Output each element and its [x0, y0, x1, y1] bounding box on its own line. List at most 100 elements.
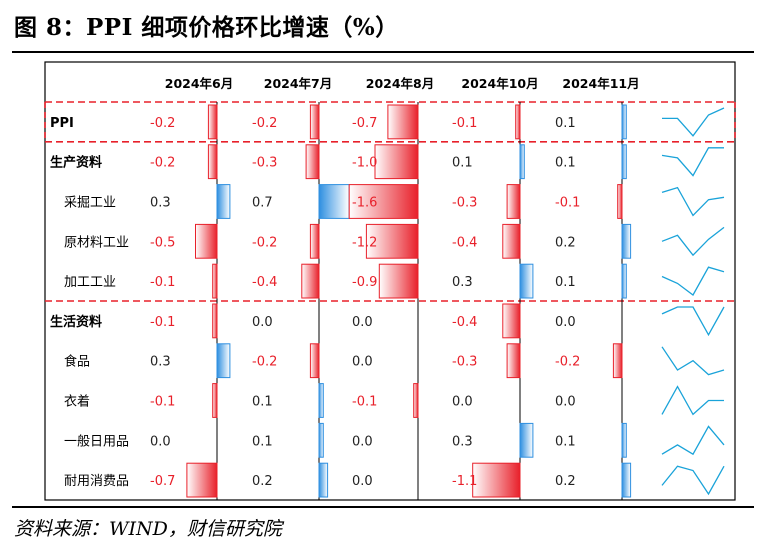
cell-value: -1.6: [352, 196, 377, 211]
cell-value: -0.1: [555, 196, 580, 211]
data-bar: [621, 104, 627, 140]
cell-value: 0.1: [555, 434, 576, 449]
data-bar: [502, 303, 521, 339]
row-label: 耐用消费品: [64, 474, 129, 489]
cell-value: -0.2: [252, 235, 277, 250]
cell-value: 0.0: [352, 474, 373, 489]
cell-value: -0.7: [352, 116, 377, 131]
cell-value: 0.0: [150, 434, 171, 449]
table-row: 耐用消费品 -0.7 0.2 0.0 -1.1 0.2: [64, 462, 725, 498]
cell-value: -0.2: [252, 116, 277, 131]
cell-value: 0.1: [555, 116, 576, 131]
row-label: 衣着: [64, 394, 90, 410]
cell-value: 0.0: [555, 395, 576, 410]
sparkline: [661, 306, 725, 337]
data-bar: [318, 184, 350, 219]
column-header: 2024年6月: [165, 76, 234, 91]
cell-value: 0.0: [352, 315, 373, 330]
column-header: 2024年11月: [562, 76, 639, 91]
data-bar: [207, 144, 218, 180]
cell-value: 0.0: [555, 315, 576, 330]
cell-value: 0.0: [252, 315, 273, 330]
cell-value: 0.2: [555, 474, 576, 489]
data-bar: [612, 343, 623, 379]
table-row: 衣着 -0.1 0.1 -0.1 0.0 0.0: [64, 383, 724, 418]
cell-value: 0.2: [555, 235, 576, 250]
table-row: 采掘工业 0.3 0.7 -1.6 -0.3 -0.1: [64, 184, 725, 219]
data-bar: [309, 343, 320, 379]
table-row: 原材料工业 -0.5 -0.2 -1.2 -0.4 0.2: [64, 223, 725, 259]
data-bar: [519, 422, 534, 458]
data-bar: [378, 263, 419, 299]
cell-value: -0.2: [150, 156, 175, 171]
data-bar: [309, 223, 320, 259]
cell-value: -0.1: [150, 275, 175, 290]
data-bar: [374, 144, 419, 180]
sparkline: [661, 226, 725, 257]
row-label: 食品: [64, 354, 90, 370]
data-bar: [318, 422, 324, 458]
cell-value: -0.4: [452, 235, 477, 250]
data-bar: [195, 223, 218, 259]
cell-value: -0.2: [555, 355, 580, 370]
row-label: 一般日用品: [64, 433, 129, 449]
data-bar: [621, 422, 627, 458]
data-bar: [621, 144, 627, 180]
data-bar: [621, 223, 632, 259]
cell-value: -1.2: [352, 235, 377, 250]
data-bar: [301, 263, 320, 299]
data-bar: [212, 263, 218, 299]
sparkline: [661, 385, 724, 416]
cell-value: 0.3: [452, 434, 473, 449]
data-bar: [305, 144, 320, 180]
cell-value: -0.1: [150, 395, 175, 410]
cell-value: 0.1: [252, 395, 273, 410]
sparkline: [661, 465, 725, 496]
cell-value: -0.9: [352, 275, 377, 290]
data-bar: [212, 303, 218, 339]
cell-value: 0.3: [150, 196, 171, 211]
data-bar: [365, 223, 419, 259]
data-bar: [186, 462, 218, 498]
cell-value: -0.1: [352, 395, 377, 410]
data-bar: [318, 462, 329, 498]
cell-value: 0.0: [352, 355, 373, 370]
sparkline: [661, 346, 725, 376]
table-row: 加工工业 -0.1 -0.4 -0.9 0.3 0.1: [64, 263, 725, 299]
cell-value: 0.2: [252, 474, 273, 489]
cell-value: 0.1: [252, 434, 273, 449]
sparkline: [661, 425, 725, 456]
cell-value: 0.1: [555, 275, 576, 290]
sparkline: [661, 147, 724, 177]
row-label: PPI: [50, 116, 74, 131]
column-header: 2024年8月: [366, 76, 435, 91]
cell-value: -1.1: [452, 474, 477, 489]
table-body: PPI -0.2 -0.2 -0.7 -0.1 0.1 生产资料 -0.2 -0.3 -1.0 0.…: [50, 104, 725, 498]
table-row: 食品 0.3 -0.2 0.0 -0.3 -0.2: [64, 343, 725, 379]
cell-value: -0.1: [150, 315, 175, 330]
data-bar: [519, 144, 525, 180]
data-bar: [216, 343, 231, 379]
cell-value: 0.1: [452, 156, 473, 171]
cell-value: -0.4: [252, 275, 277, 290]
data-bar: [318, 383, 324, 418]
row-label: 生活资料: [50, 314, 102, 330]
cell-value: -0.1: [452, 116, 477, 131]
table-row: 生活资料 -0.1 0.0 0.0 -0.4 0.0: [50, 303, 725, 339]
table-border: [44, 61, 736, 501]
sparkline: [662, 107, 725, 137]
data-bar: [621, 263, 627, 299]
data-bar: [519, 263, 534, 299]
cell-value: 0.0: [352, 434, 373, 449]
cell-value: -1.0: [352, 156, 377, 171]
row-label: 生产资料: [50, 155, 102, 171]
sparkline: [661, 266, 725, 296]
cell-value: 0.7: [252, 196, 273, 211]
cell-value: 0.3: [452, 275, 473, 290]
cell-value: -0.3: [252, 156, 277, 171]
data-bar: [387, 104, 419, 140]
cell-value: -0.4: [452, 315, 477, 330]
table-row: PPI -0.2 -0.2 -0.7 -0.1 0.1: [50, 104, 725, 140]
column-header: 2024年7月: [264, 76, 333, 91]
